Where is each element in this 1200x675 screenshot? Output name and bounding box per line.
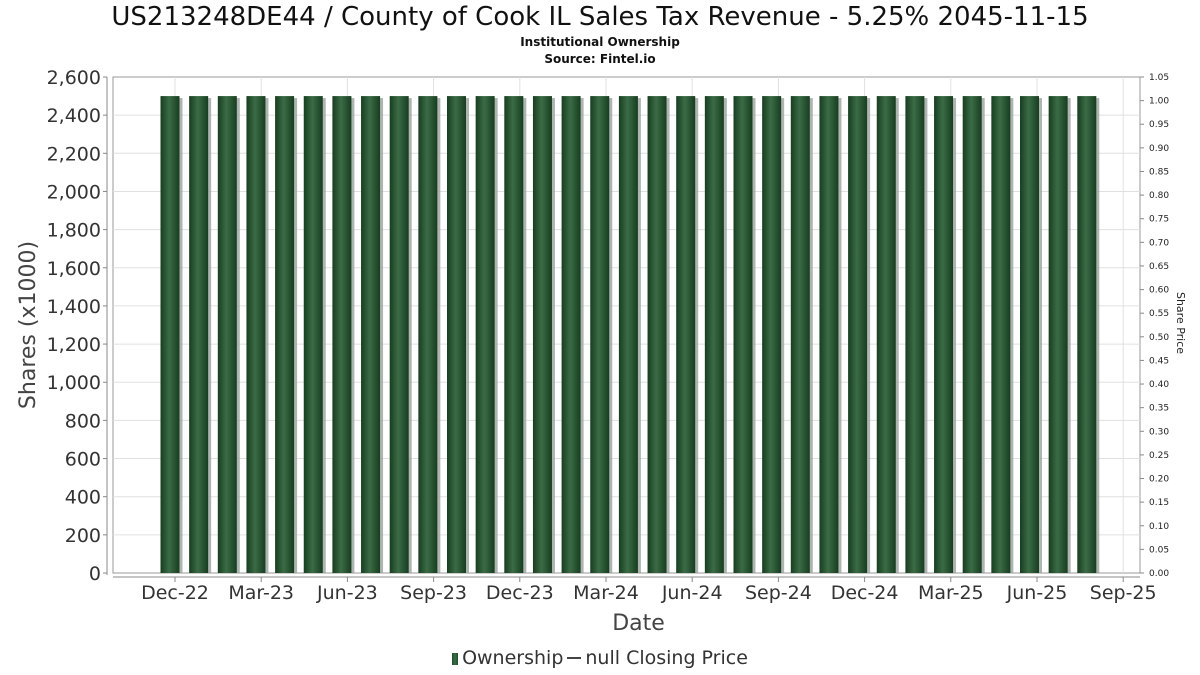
bar [704, 96, 724, 574]
y2-tick-label: 0.10 [1149, 522, 1169, 532]
x-tick-label: Dec-24 [831, 582, 899, 604]
bar [733, 96, 753, 574]
x-tick-label: Jun-24 [661, 582, 723, 604]
y2-tick-label: 1.05 [1149, 73, 1169, 83]
y2-tick-label: 0.15 [1149, 498, 1169, 508]
y2-axis-title: Share Price [1174, 292, 1187, 354]
y-tick-label: 800 [65, 410, 101, 432]
x-tick-label: Sep-25 [1090, 582, 1157, 604]
x-tick-label: Sep-23 [400, 582, 467, 604]
y2-tick-label: 0.45 [1149, 356, 1169, 366]
y-tick-label: 2,000 [47, 181, 101, 203]
bar [647, 96, 667, 574]
legend-ownership-label: Ownership [462, 647, 564, 669]
bar [561, 96, 581, 574]
bar [389, 96, 409, 574]
x-tick-label: Dec-22 [141, 582, 209, 604]
y-tick-label: 2,600 [47, 67, 101, 89]
bar [275, 96, 295, 574]
y2-tick-label: 0.95 [1149, 120, 1169, 130]
bar [1077, 96, 1097, 574]
y2-tick-label: 0.25 [1149, 451, 1169, 461]
bar [447, 96, 466, 574]
bar [590, 96, 610, 574]
bar [790, 96, 810, 574]
bar [160, 96, 180, 574]
bar [876, 96, 896, 574]
y-tick-label: 0 [89, 563, 101, 585]
legend-ownership-swatch [452, 653, 459, 665]
y2-tick-label: 1.00 [1149, 97, 1169, 107]
y2-tick-label: 0.75 [1149, 215, 1169, 225]
x-tick-label: Dec-23 [486, 582, 554, 604]
x-tick-label: Mar-25 [918, 582, 984, 604]
y-tick-label: 1,800 [47, 220, 101, 242]
y-tick-label: 400 [65, 487, 101, 509]
bar [361, 96, 381, 574]
y2-tick-label: 0.50 [1149, 333, 1169, 343]
y2-tick-label: 0.00 [1149, 569, 1169, 579]
y2-tick-label: 0.20 [1149, 475, 1169, 485]
bar [303, 96, 323, 574]
x-tick-label: Mar-24 [573, 582, 639, 604]
chart-subtitle: Institutional Ownership [520, 35, 680, 49]
chart-title: US213248DE44 / County of Cook IL Sales T… [111, 2, 1089, 32]
chart-source: Source: Fintel.io [544, 52, 656, 66]
y-tick-label: 1,000 [47, 372, 101, 394]
bar [217, 96, 237, 574]
bar [962, 96, 982, 574]
bar [618, 96, 638, 574]
y-tick-label: 200 [65, 525, 101, 547]
bar [1048, 96, 1068, 574]
bar [934, 96, 954, 574]
bar [475, 96, 495, 574]
y2-tick-label: 0.80 [1149, 191, 1169, 201]
legend-price-line [567, 657, 582, 659]
x-tick-label: Sep-24 [745, 582, 812, 604]
x-axis-title: Date [612, 611, 665, 636]
y2-tick-label: 0.70 [1149, 238, 1169, 248]
y-tick-label: 2,200 [47, 143, 101, 165]
bar [504, 96, 524, 574]
bar [418, 96, 438, 574]
y-tick-label: 1,400 [47, 296, 101, 318]
y-tick-label: 600 [65, 449, 101, 471]
y2-tick-label: 0.85 [1149, 167, 1169, 177]
y2-tick-label: 0.40 [1149, 380, 1169, 390]
x-tick-label: Jun-23 [316, 582, 378, 604]
bar [332, 96, 352, 574]
bar [532, 96, 552, 574]
y2-tick-label: 0.90 [1149, 144, 1169, 154]
y-tick-label: 2,400 [47, 105, 101, 127]
bar [762, 96, 782, 574]
y-axis-title: Shares (x1000) [16, 241, 41, 409]
y2-tick-label: 0.60 [1149, 286, 1169, 296]
bar [246, 96, 266, 574]
bar [905, 96, 925, 574]
x-tick-label: Mar-23 [228, 582, 294, 604]
y2-tick-label: 0.55 [1149, 309, 1169, 319]
y2-tick-label: 0.30 [1149, 427, 1169, 437]
y2-tick-label: 0.05 [1149, 545, 1169, 555]
bar [676, 96, 696, 574]
legend-price-label: null Closing Price [585, 647, 748, 669]
y-tick-label: 1,600 [47, 258, 101, 280]
y-tick-label: 1,200 [47, 334, 101, 356]
x-tick-label: Jun-25 [1006, 582, 1068, 604]
bar [848, 96, 868, 574]
legend: Ownership null Closing Price [0, 647, 1200, 669]
bar [819, 96, 839, 574]
y2-tick-label: 0.65 [1149, 262, 1169, 272]
y2-tick-label: 0.35 [1149, 404, 1169, 414]
bar [991, 96, 1011, 574]
bar [189, 96, 209, 574]
bar [1020, 96, 1039, 574]
